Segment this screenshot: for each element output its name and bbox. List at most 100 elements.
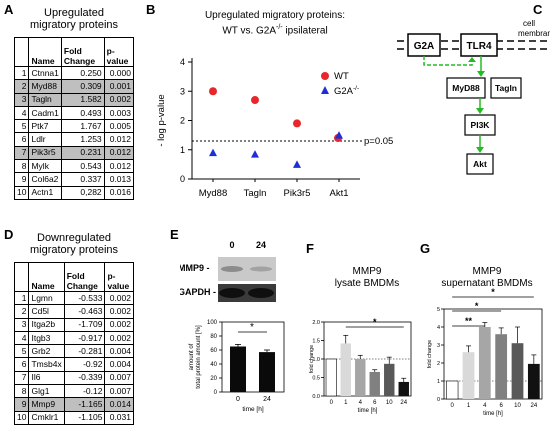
upregulated-proteins-table: Name Fold Change p-value 1 Ctnna1 0.250 0.0…	[13, 37, 135, 200]
y-tick-label: 3	[437, 343, 440, 349]
table-d-title-line1: Downregulated	[37, 232, 111, 244]
fold-change-cell: 1.253	[60, 132, 105, 147]
row-index-cell: 1	[13, 290, 30, 306]
bar-0	[230, 346, 246, 392]
legend-wt-label: WT	[334, 71, 349, 82]
table-row: 7 Il6 -0.339 0.007	[13, 370, 134, 386]
table-a-title-line1: Upregulated	[44, 7, 104, 19]
chart-b-title-end: ipsilateral	[282, 25, 328, 37]
table-row: 9 Mmp9 -1.165 0.014	[13, 397, 134, 412]
table-row: 6 Ldlr 1.253 0.012	[13, 132, 135, 147]
p-value-cell: 0.002	[103, 92, 135, 107]
x-tick-label: 1	[467, 403, 471, 409]
fold-change-cell: -0.92	[63, 357, 106, 372]
fold-change-cell: -0.12	[63, 384, 106, 399]
chart-b-title: Upregulated migratory proteins: WT vs. G…	[160, 10, 390, 37]
gene-name-cell: Itga2b	[28, 317, 65, 332]
gene-name-cell: Ctnna1	[28, 65, 62, 81]
y-tick-label: 1	[180, 145, 185, 155]
table-row: 5 Ptk7 1.767 0.005	[13, 119, 135, 134]
y-tick-label: 3	[180, 86, 185, 96]
fold-change-cell: -1.105	[63, 410, 106, 425]
bar-10	[384, 363, 395, 396]
y-tick-label: 4	[180, 57, 185, 67]
y-tick-label: 0	[180, 174, 185, 184]
p-value-cell: 0.004	[104, 357, 134, 372]
gene-name-cell: Mmp9	[28, 397, 65, 412]
bar-4	[478, 327, 491, 399]
table-row: 1 Ctnna1 0.250 0.000	[13, 65, 135, 81]
y-tick-label: 2	[180, 116, 185, 126]
fold-change-cell: -0.463	[63, 304, 106, 319]
fold-change-cell: 0.493	[60, 105, 105, 121]
fold-change-cell: 1.767	[60, 119, 105, 134]
row-index-cell: 8	[13, 159, 30, 174]
x-tick-label: Myd88	[199, 188, 228, 199]
panel-letter-e: E	[170, 227, 179, 242]
p-value-cell: 0.012	[103, 132, 135, 147]
table-row: 9 Col6a2 0.337 0.013	[13, 172, 135, 187]
chart-b-scatter: 0 1 2 3 4 Myd88 Tagln Pik3r5 Akt1 - log p-value p=…	[156, 57, 393, 199]
p-value-cell: 0.007	[104, 370, 134, 386]
panel-letter-g: G	[420, 241, 431, 256]
y-tick-label: 0.5	[312, 376, 320, 382]
gene-name-cell: Cd5l	[28, 304, 65, 319]
row-index-cell: 10	[13, 410, 30, 425]
p-value-cell: 0.007	[104, 384, 134, 399]
tagln-label: Tagln	[495, 83, 517, 93]
myd88-to-pi3k-arrowhead	[476, 108, 484, 114]
x-tick-label: Pik3r5	[284, 188, 311, 199]
fold-change-cell: 0.337	[60, 172, 105, 187]
panel-letter-d: D	[4, 227, 14, 242]
plot-frame	[443, 308, 543, 400]
table-a-title-line2: migratory proteins	[29, 19, 119, 31]
row-index-cell: 9	[13, 172, 30, 187]
x-tick-label: 24	[400, 400, 407, 406]
x-tick-label: 24	[530, 403, 537, 409]
y-axis-label: - log p-value	[156, 94, 167, 146]
gene-name-cell: Lgmn	[28, 290, 65, 306]
x-axis-label: time [h]	[483, 411, 503, 417]
fold-change-cell: -1.165	[63, 397, 106, 412]
table-header-index	[13, 262, 30, 292]
table-row: 4 Cadm1 0.493 0.003	[13, 105, 135, 121]
pathway-arrows	[423, 56, 485, 153]
y-tick-label: 0	[437, 397, 440, 403]
gene-name-cell: Myd88	[28, 79, 62, 94]
bar-0	[325, 358, 337, 397]
g2a-to-tlr4-dashed-arrow	[423, 56, 473, 66]
x-axis-label: time [h]	[358, 408, 378, 414]
g2a-ko-point	[335, 131, 343, 139]
y-tick-label: 5	[437, 307, 440, 313]
blot-label-mmp9: MMP9 -	[180, 263, 210, 273]
row-index-cell: 9	[13, 397, 30, 412]
threshold-label: p=0.05	[364, 136, 393, 147]
pi3k-label: PI3K	[471, 120, 491, 130]
panel-letter-f: F	[306, 241, 314, 256]
gene-name-cell: Itgb3	[28, 330, 65, 346]
y-tick-label: 4	[437, 325, 440, 331]
y-tick-label: 1.0	[312, 357, 320, 363]
y-tick-label: 40	[210, 362, 217, 368]
chart-b-title-line1: Upregulated migratory proteins:	[204, 10, 346, 21]
significance-marker: *	[475, 301, 479, 311]
p-value-cell: 0.002	[104, 317, 134, 332]
panel-letter-a: A	[4, 2, 14, 17]
x-axis-label: time [h]	[242, 406, 264, 413]
p-value-cell: 0.002	[104, 330, 134, 346]
tlr4-box	[460, 33, 498, 57]
x-tick-label: 1	[344, 400, 348, 406]
table-header-p-value: p-value	[103, 37, 135, 67]
table-row: 2 Cd5l -0.463 0.002	[13, 304, 134, 319]
chart-b-title-line2: WT vs. G2A-/- ipsilateral	[160, 22, 390, 37]
g2a-label: G2A	[414, 41, 435, 52]
x-tick-label: 0	[330, 400, 334, 406]
chart-g-title-line2: supernatant BMDMs	[441, 278, 533, 289]
y-tick-label: 80	[210, 334, 217, 340]
chart-f-bar: 0.0 0.5 1.0 1.5 2.0 0 1 4 6 10 24 time [h] fold chan…	[309, 317, 412, 414]
mmp9-band-0	[221, 266, 243, 272]
gene-name-cell: Tmsb4x	[28, 357, 65, 372]
row-index-cell: 5	[13, 344, 30, 359]
plot-frame	[221, 321, 285, 393]
wt-point	[209, 87, 217, 96]
